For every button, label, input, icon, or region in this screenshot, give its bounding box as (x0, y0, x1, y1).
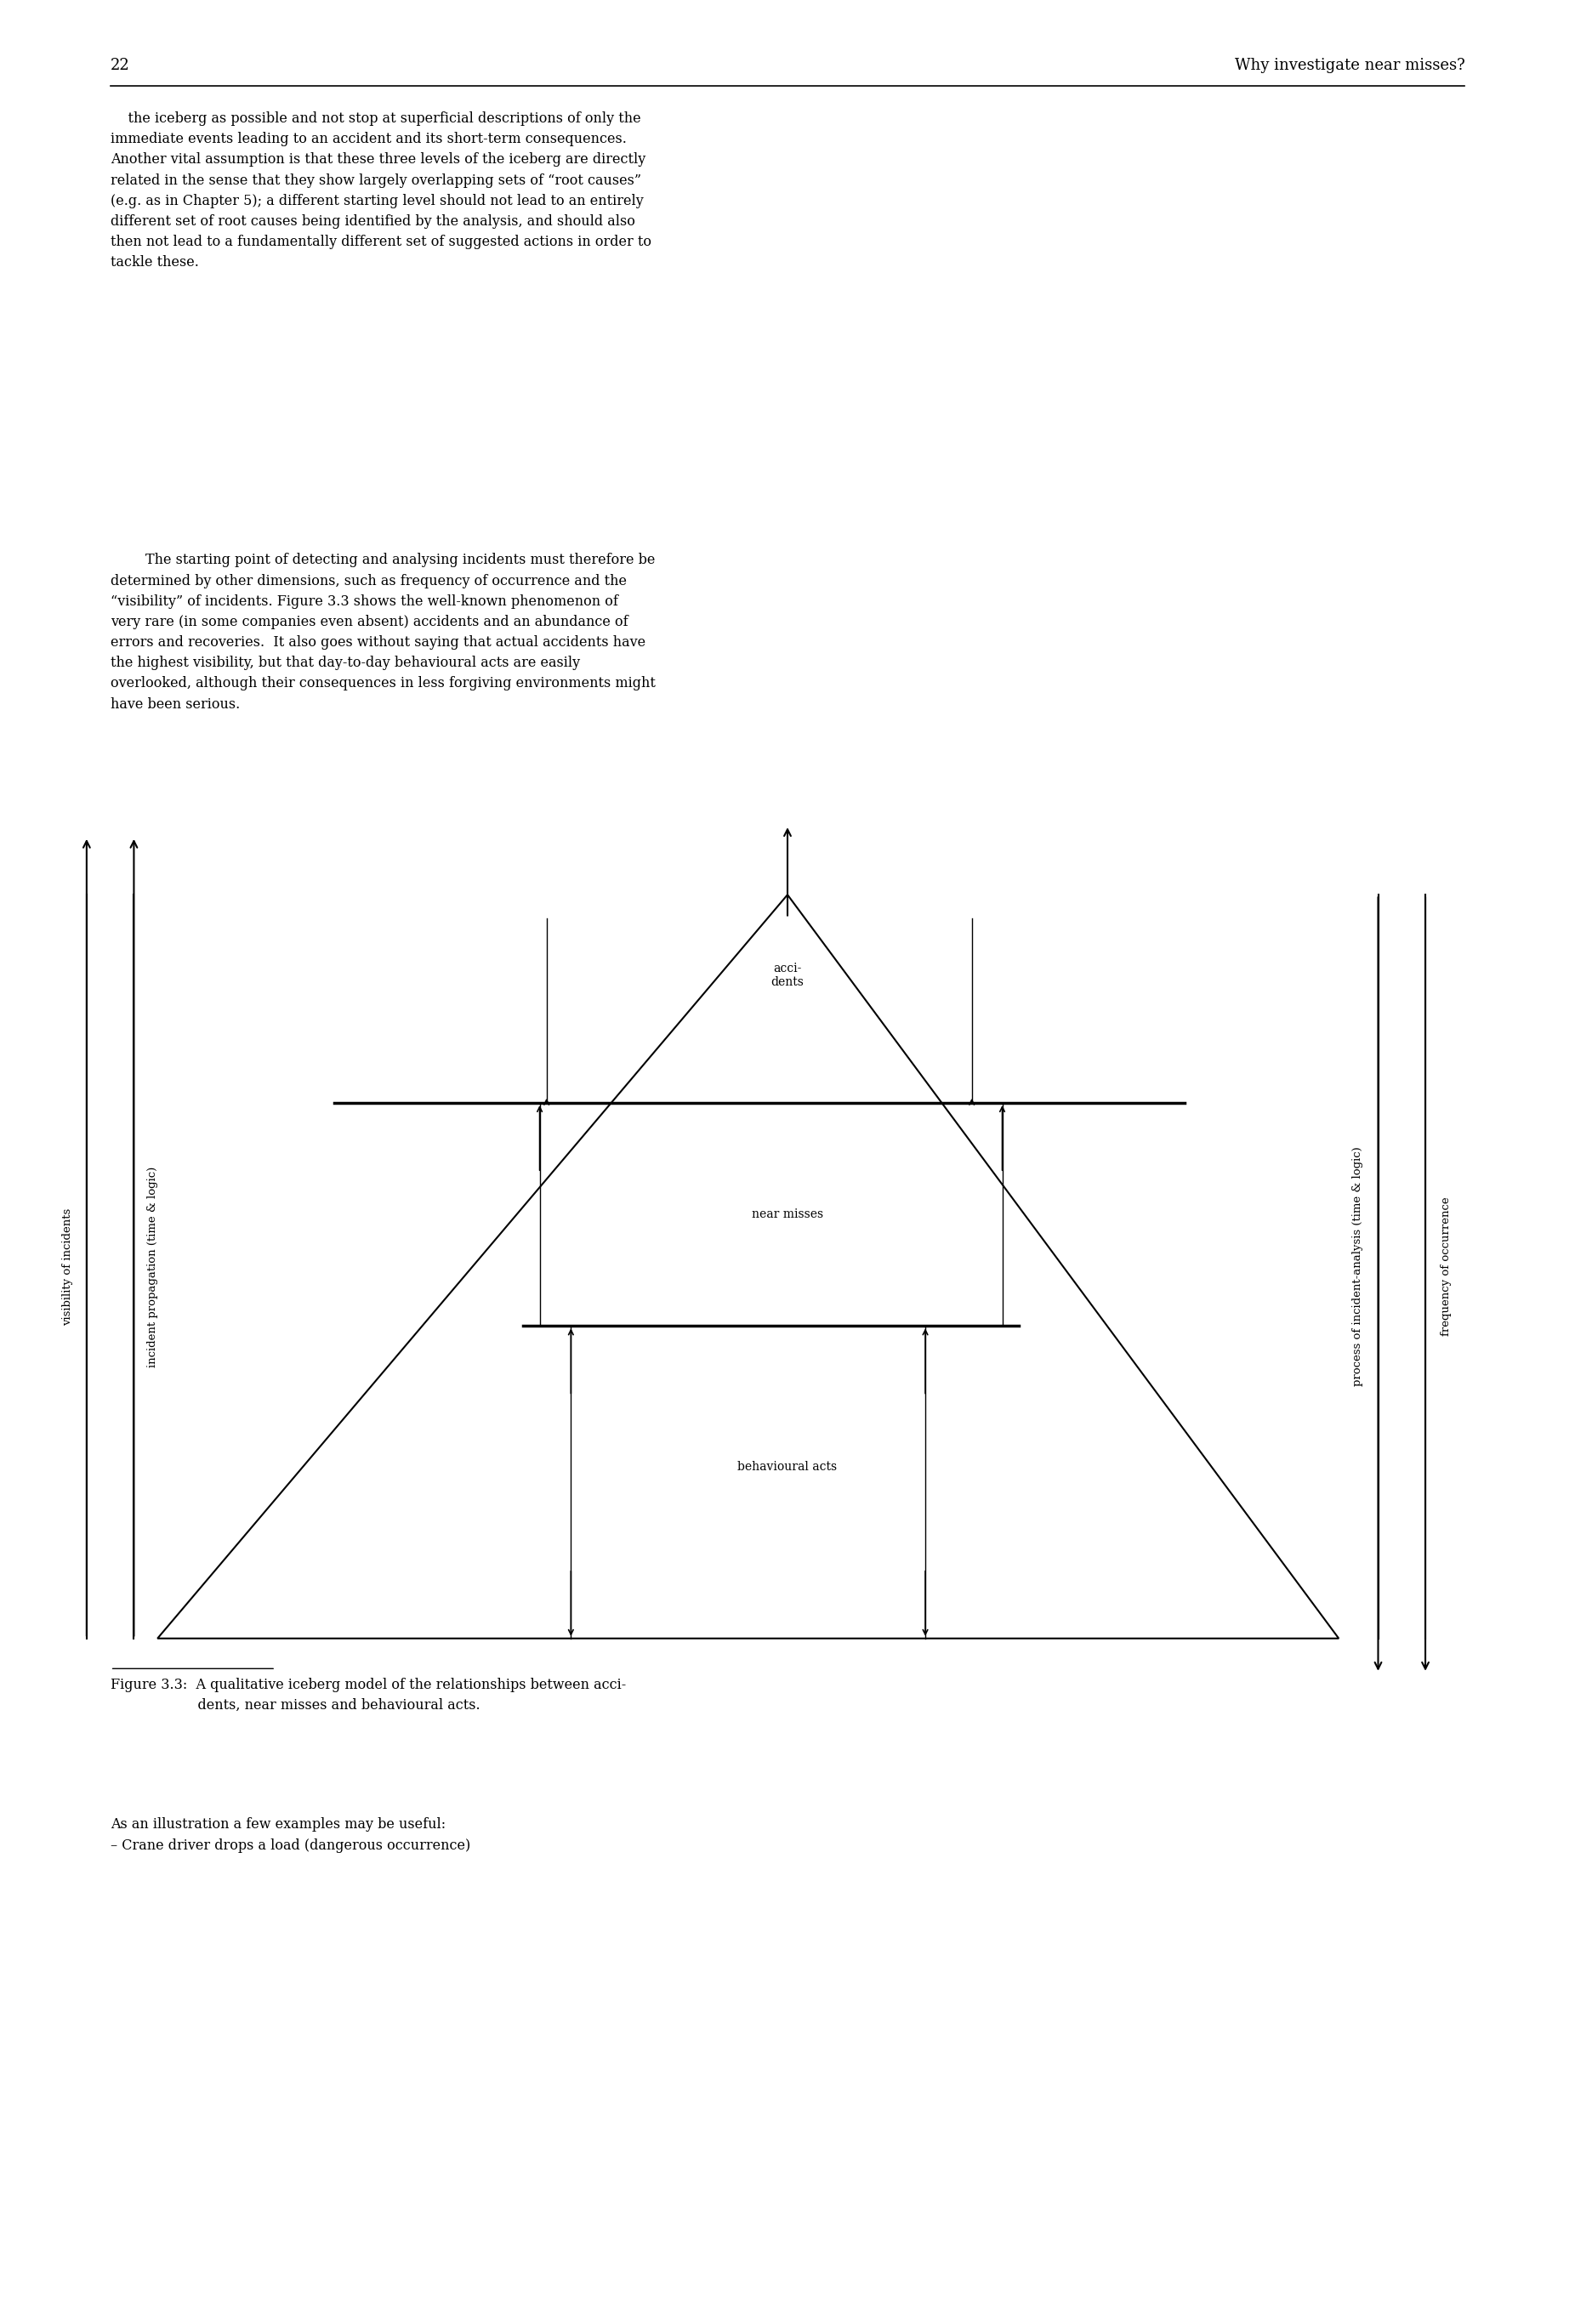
Text: 22: 22 (110, 58, 129, 74)
Text: acci-
dents: acci- dents (772, 962, 803, 988)
Text: As an illustration a few examples may be useful:
– Crane driver drops a load (da: As an illustration a few examples may be… (110, 1817, 471, 1852)
Text: near misses: near misses (751, 1208, 824, 1220)
Text: behavioural acts: behavioural acts (737, 1462, 838, 1473)
Text: Why investigate near misses?: Why investigate near misses? (1235, 58, 1465, 74)
Text: incident propagation (time & logic): incident propagation (time & logic) (146, 1167, 159, 1367)
Text: visibility of incidents: visibility of incidents (61, 1208, 74, 1325)
Text: process of incident-analysis (time & logic): process of incident-analysis (time & log… (1351, 1146, 1364, 1387)
Text: frequency of occurrence: frequency of occurrence (1440, 1197, 1452, 1336)
Text: The starting point of detecting and analysing incidents must therefore be
determ: The starting point of detecting and anal… (110, 553, 655, 711)
Text: Figure 3.3:  A qualitative iceberg model of the relationships between acci-
    : Figure 3.3: A qualitative iceberg model … (110, 1678, 625, 1713)
Text: the iceberg as possible and not stop at superficial descriptions of only the
imm: the iceberg as possible and not stop at … (110, 112, 650, 270)
